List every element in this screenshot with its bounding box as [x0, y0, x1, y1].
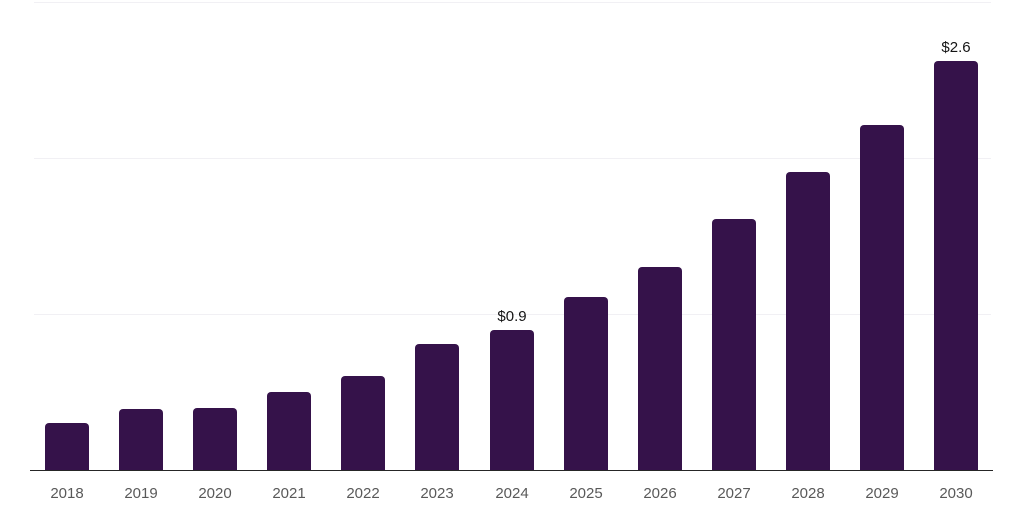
bar-2027 [712, 219, 756, 470]
bar-2020 [193, 408, 237, 470]
x-tick-label-2028: 2028 [791, 485, 825, 502]
bar-2019 [119, 409, 163, 470]
x-axis: 2018 2019 2020 2021 2022 2023 2024 2025 2026 2027… [30, 471, 993, 502]
x-tick-label-2027: 2027 [717, 485, 751, 502]
x-tick-label-2023: 2023 [420, 485, 454, 502]
x-tick-label-2019: 2019 [124, 485, 158, 502]
bar-2029 [860, 125, 904, 470]
x-tick-label-2020: 2020 [198, 485, 232, 502]
bar-2026 [638, 267, 682, 470]
x-tick-label-2018: 2018 [50, 485, 84, 502]
bar-2022 [341, 376, 385, 470]
x-tick-label-2026: 2026 [643, 485, 677, 502]
x-tick-label-2025: 2025 [569, 485, 603, 502]
bar-value-label-2024: $0.9 [497, 308, 527, 325]
gridline [34, 158, 991, 159]
x-tick-label-2029: 2029 [865, 485, 899, 502]
bar-value-label-2030: $2.6 [941, 39, 971, 56]
bar-2023 [415, 344, 459, 470]
bar-2025 [564, 297, 608, 470]
x-tick-label-2030: 2030 [939, 485, 973, 502]
bar-2018 [45, 423, 89, 470]
x-tick-label-2022: 2022 [346, 485, 380, 502]
plot-area: $0.9 $2.6 [30, 2, 993, 471]
x-tick-label-2024: 2024 [495, 485, 529, 502]
bar-2030 [934, 61, 978, 470]
x-tick-label-2021: 2021 [272, 485, 306, 502]
bar-2024 [490, 330, 534, 470]
bar-2021 [267, 392, 311, 470]
gridline [34, 2, 991, 3]
gridline [34, 314, 991, 315]
bar-2028 [786, 172, 830, 470]
